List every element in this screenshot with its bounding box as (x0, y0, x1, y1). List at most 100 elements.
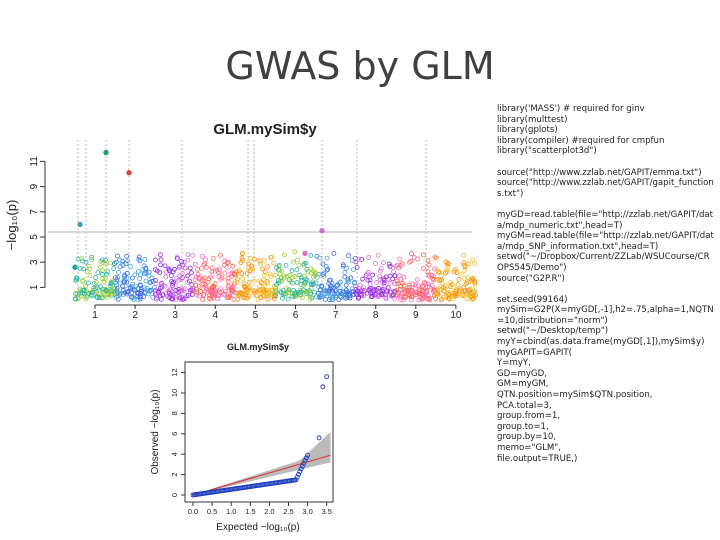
snp-point (79, 256, 85, 262)
snp-point (357, 282, 363, 288)
snp-point (113, 259, 119, 265)
snp-point (469, 286, 475, 292)
snp-point (312, 289, 317, 295)
snp-point (276, 262, 282, 268)
y-tick-label: 1 (29, 284, 40, 290)
snp-point (86, 280, 91, 286)
snp-point (240, 257, 245, 263)
snp-point (354, 265, 360, 270)
qq-x-tick-label: 1.0 (226, 507, 236, 516)
snp-point (335, 282, 340, 288)
snp-point (375, 252, 381, 258)
x-tick-label: 1 (92, 310, 98, 321)
snp-point (425, 293, 431, 298)
snp-point (236, 268, 242, 274)
qq-point (296, 471, 302, 477)
snp-point (184, 293, 190, 299)
snp-point (132, 272, 138, 278)
snp-point (400, 280, 406, 286)
snp-point (185, 273, 190, 279)
snp-point (210, 256, 216, 261)
snp-point (84, 269, 90, 274)
code-line: library('MASS') # required for ginv (497, 104, 645, 114)
snp-point (99, 292, 104, 298)
qq-x-tick-label: 0.5 (207, 507, 217, 516)
snp-point (123, 283, 129, 289)
snp-point (248, 268, 254, 273)
snp-point (167, 287, 172, 293)
snp-point (192, 261, 198, 267)
snp-point (199, 265, 204, 271)
snp-point (285, 296, 291, 302)
snp-point (472, 289, 478, 294)
snp-point (387, 264, 393, 270)
snp-point (201, 275, 207, 281)
snp-point (398, 276, 404, 282)
snp-point (153, 278, 158, 283)
snp-point (262, 283, 268, 289)
qq-point (298, 466, 304, 472)
snp-point (141, 285, 147, 291)
snp-point (427, 297, 432, 303)
snp-point (136, 254, 142, 260)
qq-y-label: Observed −log₁₀(p) (150, 389, 161, 474)
snp-point (271, 260, 277, 266)
snp-point (365, 269, 371, 275)
snp-point (196, 284, 202, 290)
snp-point (425, 269, 431, 274)
snp-point (439, 296, 445, 302)
snp-point (317, 255, 323, 261)
snp-point (374, 293, 380, 299)
snp-point (412, 282, 418, 288)
snp-point (426, 284, 432, 290)
y-tick-label: 3 (29, 259, 40, 265)
snp-point (225, 259, 231, 265)
snp-point (240, 276, 245, 282)
snp-point (174, 256, 180, 261)
snp-point (152, 267, 158, 273)
snp-point (320, 294, 325, 300)
snp-point (194, 292, 199, 298)
snp-point (225, 279, 231, 284)
snp-point (263, 292, 269, 298)
snp-point (314, 294, 319, 300)
snp-point (154, 294, 160, 300)
snp-point (215, 296, 221, 302)
snp-point (235, 297, 241, 302)
snp-point (73, 291, 79, 297)
snp-point (196, 275, 202, 280)
qq-point (294, 474, 300, 480)
snp-point (230, 263, 236, 269)
snp-point (156, 289, 161, 295)
snp-point (95, 270, 101, 276)
snp-point (444, 267, 449, 273)
snp-point (185, 257, 191, 263)
snp-point (137, 282, 143, 288)
snp-point (320, 261, 326, 267)
snp-point (222, 292, 228, 297)
code-block: library('MASS') # required for ginv libra… (497, 104, 715, 157)
snp-point (413, 285, 418, 291)
snp-point (251, 278, 257, 284)
qtn-point (72, 264, 78, 270)
snp-point (472, 261, 478, 267)
snp-point (114, 282, 119, 288)
snp-point (89, 257, 94, 263)
snp-point (464, 280, 470, 286)
snp-point (342, 274, 348, 280)
qtn-point (126, 170, 132, 176)
snp-point (186, 272, 192, 278)
qq-y-tick-label: 8 (170, 411, 179, 415)
snp-point (260, 289, 266, 295)
snp-point (91, 281, 97, 286)
snp-point (114, 253, 120, 259)
snp-point (366, 255, 372, 260)
snp-point (122, 272, 128, 278)
snp-point (298, 275, 304, 281)
snp-point (456, 277, 462, 282)
snp-point (402, 287, 408, 293)
snp-point (462, 276, 468, 282)
snp-point (89, 290, 95, 296)
qq-x-tick-label: 0.0 (188, 507, 198, 516)
snp-point (399, 291, 405, 296)
